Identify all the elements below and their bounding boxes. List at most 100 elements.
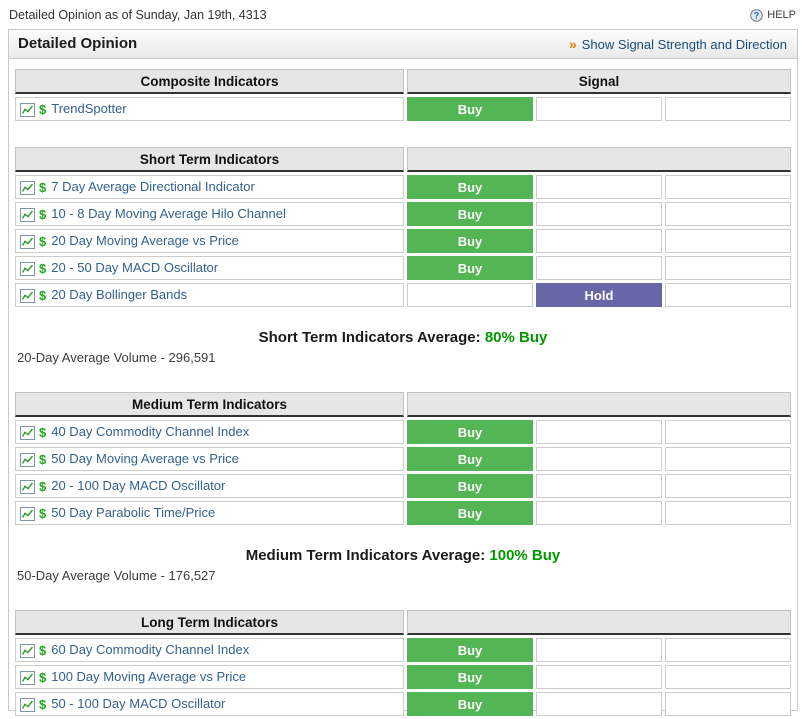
indicator-name-cell: $7 Day Average Directional Indicator xyxy=(15,175,404,199)
dollar-icon[interactable]: $ xyxy=(39,180,47,196)
chart-icon[interactable] xyxy=(20,425,35,440)
dollar-icon[interactable]: $ xyxy=(39,452,47,468)
indicator-link[interactable]: 10 - 8 Day Moving Average Hilo Channel xyxy=(51,205,286,221)
indicator-name-cell: $40 Day Commodity Channel Index xyxy=(15,420,404,444)
indicator-row: $20 - 50 Day MACD Oscillator Buy xyxy=(15,256,791,280)
dollar-icon[interactable]: $ xyxy=(39,697,47,713)
signal-cell-buy: Buy xyxy=(407,420,533,444)
chart-icon[interactable] xyxy=(20,670,35,685)
signal-cell-empty xyxy=(665,420,791,444)
signal-cell-empty xyxy=(536,638,662,662)
chart-icon[interactable] xyxy=(20,234,35,249)
show-signal-strength-link[interactable]: » Show Signal Strength and Direction xyxy=(569,36,787,52)
signal-cell-buy: Buy xyxy=(407,638,533,662)
signal-cell-buy: Buy xyxy=(407,229,533,253)
dollar-icon[interactable]: $ xyxy=(39,506,47,522)
signal-cell-hold: Hold xyxy=(536,283,662,307)
signal-cell-empty xyxy=(665,175,791,199)
row-icons: $ xyxy=(20,207,46,222)
chart-icon[interactable] xyxy=(20,180,35,195)
average-label: Medium Term Indicators Average: xyxy=(245,547,490,564)
double-chevron-icon: » xyxy=(568,35,577,52)
average-volume-note: 50-Day Average Volume - 176,527 xyxy=(17,568,216,583)
signal-cell-empty xyxy=(665,447,791,471)
indicator-link[interactable]: 20 - 50 Day MACD Oscillator xyxy=(51,259,219,275)
chart-icon[interactable] xyxy=(20,102,35,117)
indicator-table: Composite Indicators Signal $ TrendSpotter B… xyxy=(12,66,794,124)
signal-cell-empty xyxy=(407,283,533,307)
dollar-icon[interactable]: $ xyxy=(39,425,47,441)
indicator-link[interactable]: 7 Day Average Directional Indicator xyxy=(51,178,255,194)
signal-cell-empty xyxy=(536,175,662,199)
indicator-link[interactable]: 50 Day Parabolic Time/Price xyxy=(51,504,216,520)
dollar-icon[interactable]: $ xyxy=(39,479,47,495)
dollar-icon[interactable]: $ xyxy=(39,643,47,659)
help-button[interactable]: ? HELP xyxy=(750,8,796,22)
section-header: Long Term Indicators xyxy=(15,610,404,635)
row-icons: $ xyxy=(20,288,46,303)
signal-cell-buy: Buy xyxy=(407,202,533,226)
signal-cell-empty xyxy=(665,202,791,226)
row-icons: $ xyxy=(20,234,46,249)
indicator-link[interactable]: 20 - 100 Day MACD Oscillator xyxy=(51,477,226,493)
signal-cell-empty xyxy=(665,474,791,498)
chart-icon[interactable] xyxy=(20,288,35,303)
indicator-link[interactable]: 40 Day Commodity Channel Index xyxy=(51,423,250,439)
signal-cell-empty xyxy=(665,638,791,662)
signal-cell-empty xyxy=(536,692,662,716)
indicator-name-cell: $10 - 8 Day Moving Average Hilo Channel xyxy=(15,202,404,226)
signal-cell-empty xyxy=(536,447,662,471)
row-icons: $ xyxy=(20,452,46,467)
indicator-name-cell: $ TrendSpotter xyxy=(15,97,404,121)
signal-cell-empty xyxy=(536,229,662,253)
sections: Composite Indicators Signal $ TrendSpotter B… xyxy=(9,59,797,719)
chart-icon[interactable] xyxy=(20,479,35,494)
chart-icon[interactable] xyxy=(20,643,35,658)
indicator-link[interactable]: 20 Day Bollinger Bands xyxy=(51,286,188,302)
dollar-icon[interactable]: $ xyxy=(39,207,47,223)
indicator-link[interactable]: 60 Day Commodity Channel Index xyxy=(51,641,250,657)
signal-column-header xyxy=(407,147,791,172)
chart-icon[interactable] xyxy=(20,452,35,467)
row-icons: $ xyxy=(20,180,46,195)
row-icons: $ xyxy=(20,643,46,658)
dollar-icon[interactable]: $ xyxy=(39,234,47,250)
row-icons: $ xyxy=(20,425,46,440)
indicator-name-cell: $50 Day Parabolic Time/Price xyxy=(15,501,404,525)
indicator-row: $ TrendSpotter Buy xyxy=(15,97,791,121)
signal-cell-buy: Buy xyxy=(407,474,533,498)
indicator-row: $20 Day Bollinger Bands Hold xyxy=(15,283,791,307)
chart-icon[interactable] xyxy=(20,261,35,276)
panel-header: Detailed Opinion » Show Signal Strength a… xyxy=(9,30,797,59)
indicator-link[interactable]: 100 Day Moving Average vs Price xyxy=(51,668,247,684)
indicator-link[interactable]: 50 Day Moving Average vs Price xyxy=(51,450,239,466)
help-label: HELP xyxy=(767,9,796,21)
average-value: 100% Buy xyxy=(489,547,561,564)
signal-cell-empty xyxy=(665,665,791,689)
signal-cell-empty xyxy=(665,256,791,280)
indicator-link[interactable]: 20 Day Moving Average vs Price xyxy=(51,232,239,248)
indicator-link[interactable]: TrendSpotter xyxy=(51,100,127,116)
section-average-summary: Short Term Indicators Average: 80% Buy xyxy=(12,329,794,346)
row-icons: $ xyxy=(20,479,46,494)
indicator-row: $40 Day Commodity Channel Index Buy xyxy=(15,420,791,444)
dollar-icon[interactable]: $ xyxy=(39,261,47,277)
indicator-link[interactable]: 50 - 100 Day MACD Oscillator xyxy=(51,695,226,711)
section-header: Medium Term Indicators xyxy=(15,392,404,417)
chart-icon[interactable] xyxy=(20,207,35,222)
signal-cell-empty xyxy=(536,256,662,280)
chart-icon[interactable] xyxy=(20,697,35,712)
panel-title: Detailed Opinion xyxy=(18,35,138,52)
indicator-name-cell: $20 - 100 Day MACD Oscillator xyxy=(15,474,404,498)
average-value: 80% Buy xyxy=(484,329,548,346)
signal-column-header xyxy=(407,392,791,417)
indicator-name-cell: $20 - 50 Day MACD Oscillator xyxy=(15,256,404,280)
dollar-icon[interactable]: $ xyxy=(39,670,47,686)
signal-cell-buy: Buy xyxy=(407,175,533,199)
dollar-icon[interactable]: $ xyxy=(39,102,47,118)
chart-icon[interactable] xyxy=(20,506,35,521)
signal-cell-buy: Buy xyxy=(407,501,533,525)
section-average-summary: Medium Term Indicators Average: 100% Buy xyxy=(12,547,794,564)
dollar-icon[interactable]: $ xyxy=(39,288,47,304)
indicator-name-cell: $100 Day Moving Average vs Price xyxy=(15,665,404,689)
